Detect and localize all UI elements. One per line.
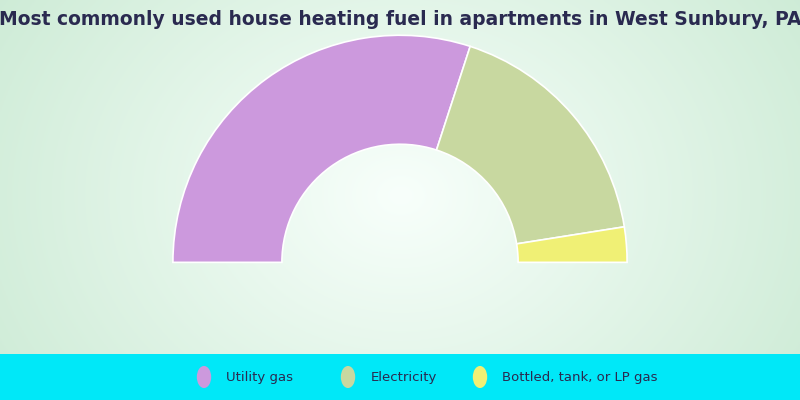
Ellipse shape bbox=[473, 366, 487, 388]
Text: Most commonly used house heating fuel in apartments in West Sunbury, PA: Most commonly used house heating fuel in… bbox=[0, 10, 800, 29]
Ellipse shape bbox=[341, 366, 355, 388]
Ellipse shape bbox=[197, 366, 211, 388]
Text: Bottled, tank, or LP gas: Bottled, tank, or LP gas bbox=[502, 370, 658, 384]
Wedge shape bbox=[517, 227, 627, 262]
Text: Utility gas: Utility gas bbox=[226, 370, 294, 384]
Wedge shape bbox=[437, 46, 624, 244]
Wedge shape bbox=[173, 35, 470, 262]
Text: Electricity: Electricity bbox=[370, 370, 437, 384]
